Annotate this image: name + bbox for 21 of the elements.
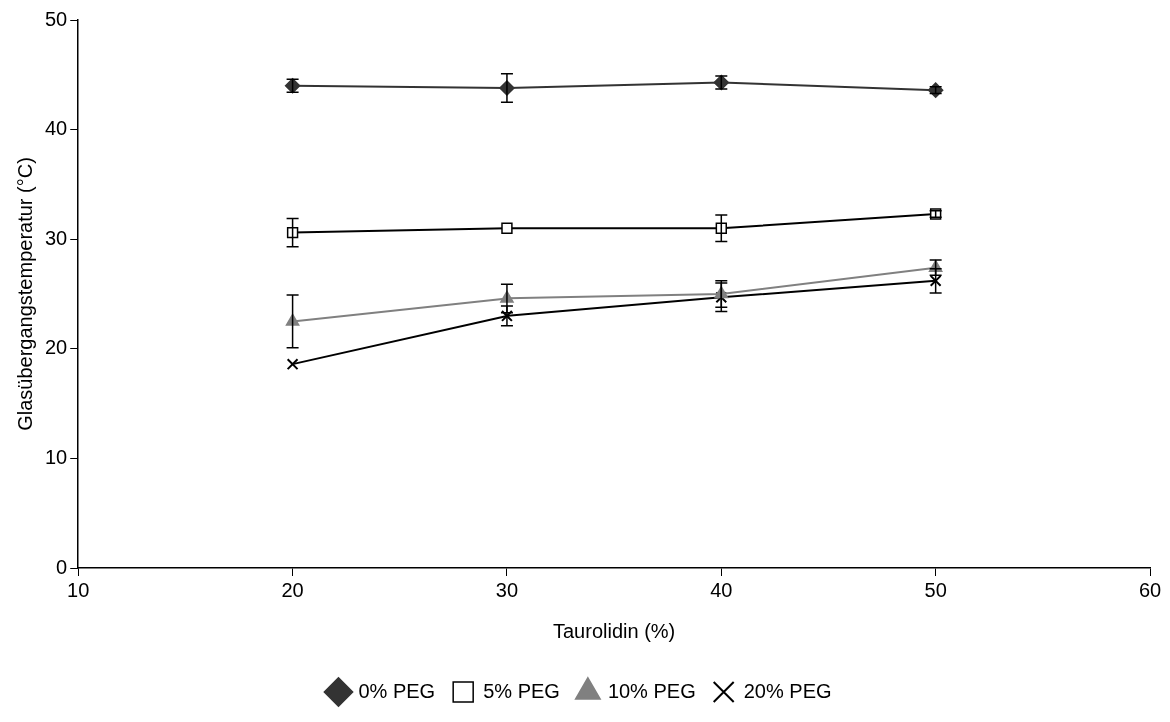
- y-tick-label: 10: [45, 445, 68, 468]
- x-tick-label: 60: [1138, 578, 1162, 601]
- y-tick-label: 40: [45, 117, 68, 140]
- x-tick-label: 50: [924, 578, 947, 601]
- point: [715, 291, 728, 304]
- y-tick-label: 50: [45, 7, 68, 30]
- legend-label: 20% PEG: [743, 679, 832, 702]
- y-axis-title: Glasübergangstemperatur (°C): [13, 157, 36, 431]
- x-tick-label: 30: [495, 578, 519, 601]
- point: [286, 358, 299, 371]
- legend-label: 10% PEG: [607, 679, 696, 702]
- legend-label: 5% PEG: [483, 679, 560, 702]
- x-tick-label: 20: [281, 578, 304, 601]
- point: [501, 222, 513, 234]
- y-tick-label: 30: [45, 226, 68, 249]
- legend-label: 0% PEG: [358, 679, 436, 702]
- y-tick-label: 20: [45, 336, 68, 359]
- x-tick-label: 10: [67, 578, 90, 601]
- x-axis-title: Taurolidin (%): [552, 619, 676, 642]
- y-tick-label: 0: [56, 555, 68, 578]
- x-tick-label: 40: [710, 578, 733, 601]
